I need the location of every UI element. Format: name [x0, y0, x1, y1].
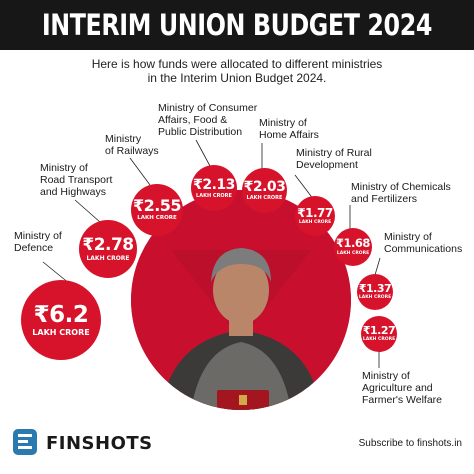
intro-line-1: Here is how funds were allocated to diff…	[91, 57, 383, 71]
label-rural-development: Ministry of Rural Development	[296, 147, 372, 171]
bubble-home-affairs: ₹2.03 LAKH CRORE	[242, 168, 287, 213]
finshots-logo-icon	[13, 429, 37, 455]
unit-chemicals: LAKH CRORE	[336, 250, 370, 256]
subscribe-note: Subscribe to finshots.in	[358, 438, 462, 449]
bubble-consumer-affairs: ₹2.13 LAKH CRORE	[191, 165, 237, 211]
intro-text: Here is how funds were allocated to diff…	[60, 57, 414, 85]
label-consumer-affairs: Ministry of Consumer Affairs, Food & Pub…	[158, 102, 258, 138]
finshots-logo: FINSHOTS	[12, 428, 153, 458]
label-road-transport: Ministry of Road Transport and Highways	[40, 162, 113, 198]
bubble-rural-development: ₹1.77 LAKH CRORE	[295, 196, 335, 236]
amount-railways: ₹2.55	[132, 196, 182, 216]
bubble-agriculture: ₹1.27 LAKH CRORE	[361, 316, 397, 352]
label-chemicals: Ministry of Chemicals and Fertilizers	[351, 181, 451, 205]
amount-communications: ₹1.37	[358, 282, 392, 296]
unit-consumer-affairs: LAKH CRORE	[196, 192, 232, 199]
unit-agriculture: LAKH CRORE	[362, 337, 396, 343]
header-banner: INTERIM UNION BUDGET 2024	[0, 0, 474, 50]
amount-chemicals: ₹1.68	[336, 236, 370, 250]
amount-defence: ₹6.2	[33, 301, 89, 328]
bubble-railways: ₹2.55 LAKH CRORE	[131, 184, 183, 236]
unit-defence: LAKH CRORE	[32, 327, 90, 337]
amount-consumer-affairs: ₹2.13	[193, 176, 235, 193]
amount-rural-development: ₹1.77	[297, 205, 333, 220]
unit-home-affairs: LAKH CRORE	[246, 195, 283, 201]
unit-road-transport: LAKH CRORE	[86, 254, 130, 262]
amount-agriculture: ₹1.27	[362, 324, 396, 338]
label-home-affairs: Ministry of Home Affairs	[259, 117, 319, 141]
label-defence: Ministry of Defence	[14, 230, 62, 254]
label-agriculture: Ministry of Agriculture and Farmer's Wel…	[362, 370, 442, 406]
unit-railways: LAKH CRORE	[137, 215, 177, 222]
bubble-chemicals: ₹1.68 LAKH CRORE	[334, 228, 372, 266]
label-communications: Ministry of Communications	[384, 231, 463, 255]
page-title: INTERIM UNION BUDGET 2024	[41, 8, 433, 42]
portrait-illustration	[131, 190, 351, 410]
brand-name: FINSHOTS	[46, 432, 153, 454]
amount-home-affairs: ₹2.03	[243, 179, 286, 195]
bubble-road-transport: ₹2.78 LAKH CRORE	[79, 220, 137, 278]
bubble-defence: ₹6.2 LAKH CRORE	[21, 280, 101, 360]
intro-line-2: in the Interim Union Budget 2024.	[147, 71, 327, 85]
amount-road-transport: ₹2.78	[82, 234, 134, 255]
unit-rural-development: LAKH CRORE	[298, 219, 332, 225]
label-railways: Ministry of Railways	[105, 133, 159, 157]
bubble-communications: ₹1.37 LAKH CRORE	[357, 274, 393, 310]
unit-communications: LAKH CRORE	[358, 295, 392, 301]
